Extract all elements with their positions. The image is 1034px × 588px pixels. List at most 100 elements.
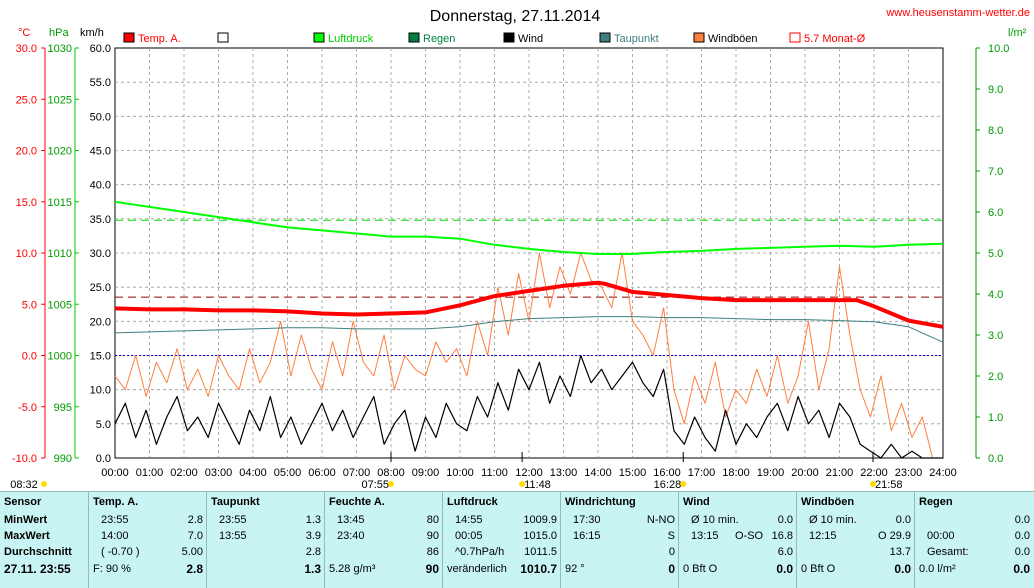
sun-icon: [869, 481, 876, 487]
hum-row-value: 90: [426, 530, 439, 542]
dir-current-value: 0: [668, 562, 675, 576]
dir-row-value: N-NO: [646, 514, 675, 526]
tick-time: 09:00: [412, 467, 440, 479]
gust-current: 0 Bft O 0.0: [801, 561, 911, 577]
temp-row-time: 14:00: [101, 530, 129, 542]
tick-time: 21:00: [826, 467, 854, 479]
tick-rain: 10.0: [988, 43, 1009, 55]
tick-time: 19:00: [757, 467, 785, 479]
press-title: Luftdruck: [447, 496, 498, 508]
sensor-title: Sensor: [4, 496, 42, 508]
tick-temp: 15.0: [16, 197, 37, 209]
col-rain: Regen 0.0 00:00 0.0 Gesamt: 0.0 0.0 l/m² 0.0: [914, 492, 1034, 588]
sun-icon: [680, 481, 687, 487]
reference-lines: [115, 219, 943, 356]
legend-label: Regen: [423, 33, 455, 45]
tick-time: 04:00: [239, 467, 267, 479]
hum-row-value: 80: [426, 514, 439, 526]
legend-swatch: [503, 32, 515, 43]
hum-row: 13:45 80: [329, 512, 439, 528]
tick-rain: 3.0: [988, 330, 1003, 342]
temp-row: ( -0.70 ) 5.00: [93, 544, 203, 560]
tick-time: 01:00: [136, 467, 164, 479]
dew-row-value: 2.8: [305, 546, 321, 558]
unit-temp: °C: [18, 27, 30, 39]
wind-row: 13:15 O-SO 16.8: [683, 528, 793, 544]
press-current-label: veränderlich: [447, 563, 507, 575]
legend-swatch: [408, 32, 420, 43]
press-row-value: 1011.5: [524, 546, 557, 558]
temp-row-value: 2.8: [187, 514, 203, 526]
temp-current: F: 90 % 2.8: [93, 561, 203, 577]
col-dew: Taupunkt 23:55 1.3 13:55 3.9 2.8 1.3: [206, 492, 325, 588]
press-row: 14:55 1009.9: [447, 512, 557, 528]
legend-label: Wind: [518, 33, 543, 45]
dir-current: 92 ° 0: [565, 561, 675, 577]
marker-label: 11:48: [524, 479, 551, 491]
weather-chart: Donnerstag, 27.11.2014 www.heusenstamm-w…: [10, 7, 1030, 491]
tick-kmh: 35.0: [90, 214, 111, 226]
sun-icon: [519, 481, 526, 487]
legend-swatch: [123, 32, 135, 43]
dir-row: 17:30 N-NO: [565, 512, 675, 528]
row-label-min: MinWert: [4, 514, 48, 526]
series-line-taupunkt: [114, 316, 944, 343]
temp-row-value: 7.0: [187, 530, 203, 542]
gust-row: 13.7: [801, 544, 911, 560]
gust-row: 12:15 O 29.9: [801, 528, 911, 544]
col-humidity: Feuchte A. 13:45 80 23:40 90 86 5.28 g/m³ 90: [324, 492, 443, 588]
dew-row-value: 1.3: [305, 514, 321, 526]
tick-time: 03:00: [205, 467, 233, 479]
tick-temp: 25.0: [16, 94, 37, 106]
legend-label: Luftdruck: [328, 33, 374, 45]
tick-time: 23:00: [895, 467, 923, 479]
col-wind-direction: Windrichtung 17:30 N-NO 16:15 S 0 92 ° 0: [560, 492, 679, 588]
tick-kmh: 20.0: [90, 316, 111, 328]
rain-row: Gesamt: 0.0: [919, 544, 1030, 560]
tick-time: 07:00: [343, 467, 371, 479]
press-current: veränderlich 1010.7: [447, 561, 557, 577]
rain-row-time: Gesamt:: [927, 546, 969, 558]
rain-row-value: 0.0: [1014, 514, 1030, 526]
tick-rain: 1.0: [988, 412, 1003, 424]
chart-grid: [114, 47, 944, 459]
tick-time: 08:00: [377, 467, 405, 479]
tick-kmh: 10.0: [90, 385, 111, 397]
tick-kmh: 15.0: [90, 351, 111, 363]
temp-current-value: 2.8: [186, 562, 203, 576]
tick-kmh: 25.0: [90, 282, 111, 294]
wind-current: 0 Bft O 0.0: [683, 561, 793, 577]
legend-swatch: [599, 32, 611, 43]
tick-time: 02:00: [170, 467, 198, 479]
tick-time: 12:00: [515, 467, 543, 479]
dew-current: 1.3: [211, 561, 321, 577]
legend-label: Windböen: [708, 33, 758, 45]
gust-row-time: Ø 10 min.: [809, 514, 857, 526]
tick-kmh: 50.0: [90, 111, 111, 123]
wind-row: 6.0: [683, 544, 793, 560]
tick-hpa: 1005: [48, 299, 72, 311]
legend-swatch: [313, 32, 325, 43]
dew-row-time: 23:55: [219, 514, 247, 526]
legend-swatch: [789, 32, 801, 43]
series-line-wind: [114, 354, 943, 459]
tick-kmh: 55.0: [90, 77, 111, 89]
temp-row: 23:55 2.8: [93, 512, 203, 528]
tick-time: 20:00: [791, 467, 819, 479]
tick-hpa: 990: [54, 453, 72, 465]
site-link[interactable]: www.heusenstamm-wetter.de: [885, 7, 1030, 19]
rain-row-value: 0.0: [1014, 530, 1030, 542]
press-row-time: 14:55: [455, 514, 483, 526]
col-pressure: Luftdruck 14:55 1009.9 00:05 1015.0 ^0.7hPa/h…: [442, 492, 561, 588]
rain-row: 0.0: [919, 512, 1030, 528]
tick-temp: 30.0: [16, 43, 37, 55]
tick-temp: -10.0: [12, 453, 37, 465]
tick-hpa: 1010: [48, 248, 72, 260]
tick-hpa: 995: [54, 402, 72, 414]
unit-kmh: km/h: [80, 27, 104, 39]
tick-temp: 10.0: [16, 248, 37, 260]
dir-row-value: 0: [668, 546, 675, 558]
dir-current-label: 92 °: [565, 563, 585, 575]
dew-current-value: 1.3: [304, 562, 321, 576]
